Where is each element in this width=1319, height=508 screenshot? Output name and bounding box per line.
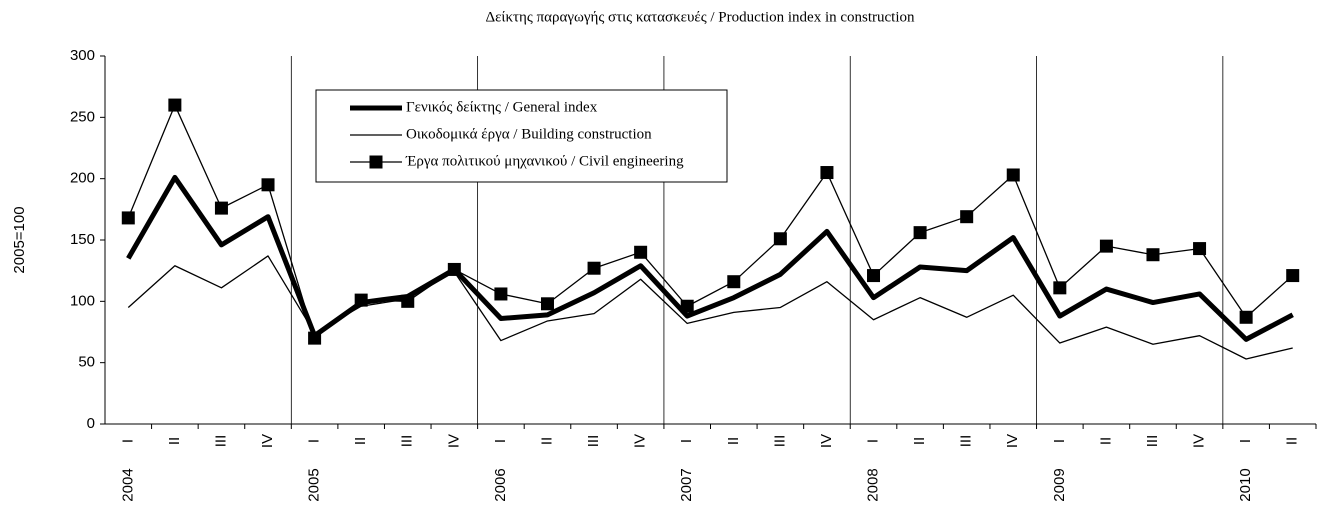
x-tick-label: I bbox=[678, 439, 695, 443]
point-marker bbox=[214, 201, 228, 215]
point-marker bbox=[1053, 281, 1067, 295]
legend-label: Γενικός δείκτης / General index bbox=[406, 99, 598, 115]
x-tick-label: III bbox=[1144, 435, 1161, 448]
point-marker bbox=[587, 261, 601, 275]
point-marker bbox=[121, 211, 135, 225]
point-marker bbox=[1286, 269, 1300, 283]
x-tick-label: IV bbox=[632, 434, 649, 448]
point-marker bbox=[401, 294, 415, 308]
point-marker bbox=[1006, 168, 1020, 182]
x-tick-label: II bbox=[352, 437, 369, 445]
point-marker bbox=[261, 178, 275, 192]
point-marker bbox=[308, 331, 322, 345]
point-marker bbox=[820, 166, 834, 180]
chart-title: Δείκτης παραγωγής στις κατασκευές / Prod… bbox=[485, 9, 915, 25]
x-tick-label: III bbox=[212, 435, 229, 448]
point-marker bbox=[1146, 248, 1160, 262]
y-tick-label: 50 bbox=[78, 354, 95, 371]
x-tick-label: III bbox=[771, 435, 788, 448]
x-tick-label: I bbox=[1237, 439, 1254, 443]
point-marker bbox=[540, 297, 554, 311]
x-tick-label: II bbox=[911, 437, 928, 445]
point-marker bbox=[773, 232, 787, 246]
series-line bbox=[127, 255, 1293, 360]
legend-label: Έργα πολιτικού μηχανικού / Civil enginee… bbox=[405, 153, 684, 169]
x-tick-label: IV bbox=[818, 434, 835, 448]
legend-box bbox=[315, 89, 728, 183]
year-label: 2009 bbox=[1051, 468, 1068, 501]
x-tick-label: II bbox=[166, 437, 183, 445]
point-marker bbox=[680, 299, 694, 313]
x-tick-label: IV bbox=[1191, 434, 1208, 448]
x-tick-label: I bbox=[119, 439, 136, 443]
year-label: 2005 bbox=[306, 468, 323, 501]
x-tick-label: II bbox=[1284, 437, 1301, 445]
point-marker bbox=[1239, 310, 1253, 324]
x-tick-label: IV bbox=[259, 434, 276, 448]
x-tick-label: IV bbox=[445, 434, 462, 448]
point-marker bbox=[494, 287, 508, 301]
point-marker bbox=[1099, 239, 1113, 253]
x-tick-label: I bbox=[864, 439, 881, 443]
year-label: 2004 bbox=[119, 468, 136, 501]
y-tick-label: 250 bbox=[70, 108, 95, 125]
x-tick-label: II bbox=[538, 437, 555, 445]
x-tick-label: IV bbox=[1004, 434, 1021, 448]
x-tick-label: III bbox=[958, 435, 975, 448]
x-tick-label: I bbox=[1051, 439, 1068, 443]
y-tick-label: 300 bbox=[70, 47, 95, 64]
point-marker bbox=[960, 210, 974, 224]
x-tick-label: III bbox=[585, 435, 602, 448]
legend-label: Οικοδομικά έργα / Building construction bbox=[406, 126, 652, 142]
x-tick-label: II bbox=[1097, 437, 1114, 445]
year-label: 2008 bbox=[864, 468, 881, 501]
x-tick-label: I bbox=[306, 439, 323, 443]
point-marker bbox=[1193, 242, 1207, 256]
y-tick-label: 200 bbox=[70, 170, 95, 187]
point-marker bbox=[168, 98, 182, 112]
point-marker bbox=[354, 293, 368, 307]
y-tick-label: 100 bbox=[70, 292, 95, 309]
y-axis-label: 2005=100 bbox=[11, 206, 28, 273]
series-line bbox=[127, 104, 1294, 339]
point-marker bbox=[447, 262, 461, 276]
year-label: 2010 bbox=[1237, 468, 1254, 501]
point-marker bbox=[867, 269, 881, 283]
x-tick-label: II bbox=[725, 437, 742, 445]
year-label: 2007 bbox=[678, 468, 695, 501]
series-line bbox=[126, 174, 1294, 342]
point-marker bbox=[634, 245, 648, 259]
legend-marker bbox=[369, 155, 383, 169]
point-marker bbox=[727, 275, 741, 289]
point-marker bbox=[913, 226, 927, 240]
x-tick-label: I bbox=[492, 439, 509, 443]
y-tick-label: 150 bbox=[70, 231, 95, 248]
y-tick-label: 0 bbox=[87, 415, 95, 432]
year-label: 2006 bbox=[492, 468, 509, 501]
x-tick-label: III bbox=[399, 435, 416, 448]
